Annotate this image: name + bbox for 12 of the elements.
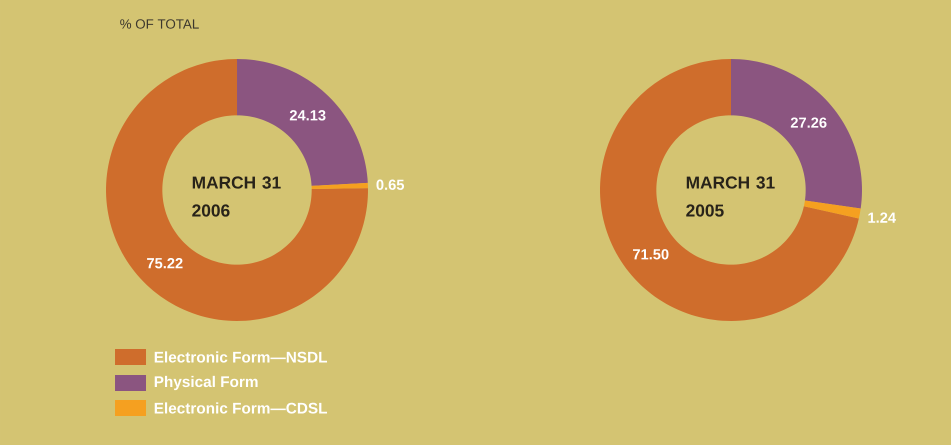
- legend-label: Electronic Form—CDSL: [154, 402, 328, 414]
- data-label: 0.65: [376, 180, 404, 190]
- text: MARCH 31 2006: [192, 176, 281, 217]
- legend-label: Electronic Form—NSDL: [154, 351, 328, 363]
- data-label: 27.26: [790, 117, 827, 128]
- data-label: 71.50: [633, 249, 668, 260]
- text: MARCH 31 2005: [686, 176, 775, 217]
- data-label: 75.22: [147, 258, 183, 268]
- legend-label: Physical Form: [154, 376, 258, 390]
- data-label: 24.13: [290, 110, 326, 121]
- data-label: 1.24: [868, 212, 896, 223]
- text: % OF TOTAL: [120, 19, 199, 29]
